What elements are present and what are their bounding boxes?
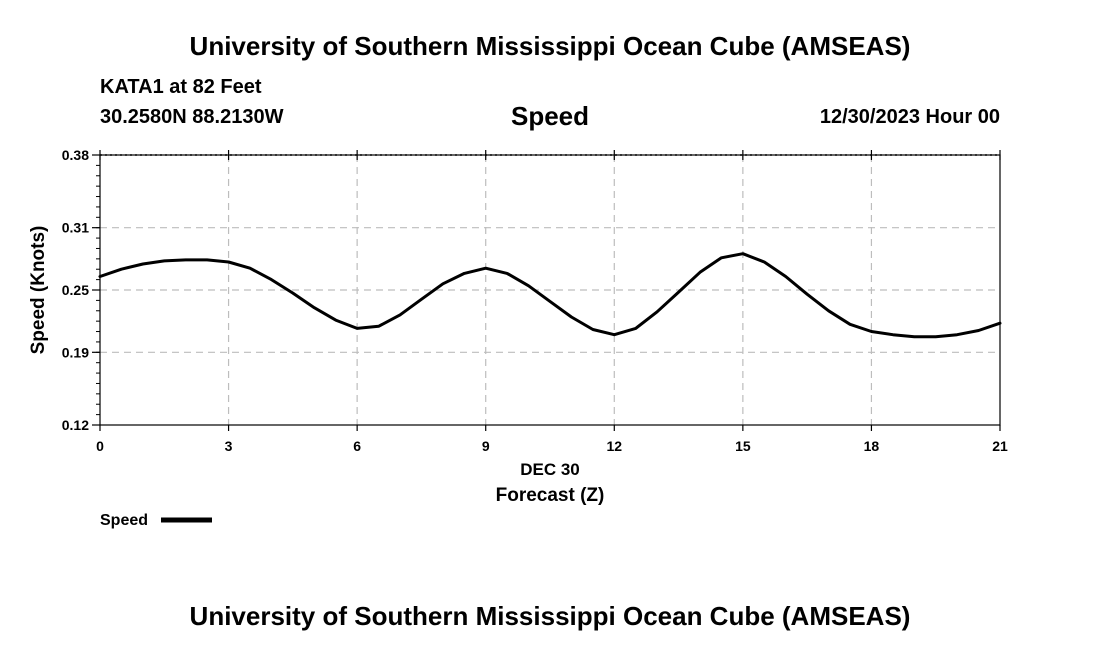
speed-data-point xyxy=(399,314,401,316)
speed-data-point xyxy=(549,300,551,303)
speed-data-point xyxy=(827,310,830,312)
speed-data-point xyxy=(206,259,208,261)
station-name: KATA1 at 82 Feet xyxy=(100,76,262,98)
x-tick-label: 21 xyxy=(992,438,1008,454)
x-tick-label: 15 xyxy=(735,438,751,454)
chart-title: University of Southern Mississippi Ocean… xyxy=(189,31,911,61)
speed-data-point xyxy=(592,328,594,331)
footer-title: University of Southern Mississippi Ocean… xyxy=(189,601,911,631)
station-location: 30.2580N 88.2130W xyxy=(100,106,284,128)
x-tick-label: 3 xyxy=(225,438,233,454)
x-axis-label: Forecast (Z) xyxy=(496,485,605,506)
speed-data-point xyxy=(334,319,337,321)
speed-data-point xyxy=(442,283,444,285)
speed-data-point xyxy=(506,272,508,275)
speed-data-point xyxy=(163,260,166,262)
speed-data-point xyxy=(784,275,787,278)
x-axis-tick-labels: 0 3 6 9 12 15 18 21 xyxy=(96,438,1008,454)
y-tick-label: 0.25 xyxy=(62,282,89,298)
speed-data-point xyxy=(742,252,744,255)
speed-data-point xyxy=(484,267,487,270)
y-tick-label: 0.19 xyxy=(62,344,89,360)
speed-series-line xyxy=(98,252,1002,339)
speed-data-point xyxy=(720,257,723,259)
series-layer xyxy=(98,252,1002,339)
x-tick-label: 18 xyxy=(864,438,880,454)
variable-title: Speed xyxy=(510,101,590,131)
speed-data-point xyxy=(227,261,230,263)
speed-data-point xyxy=(463,272,466,275)
speed-data-point xyxy=(763,261,766,263)
speed-data-point xyxy=(913,335,916,338)
x-tick-label: 6 xyxy=(353,438,361,454)
y-axis-label: Speed (Knots) xyxy=(28,226,49,355)
speed-data-point xyxy=(377,325,380,328)
x-tick-label: 12 xyxy=(606,438,622,454)
speed-data-point xyxy=(613,333,616,336)
speed-data-point xyxy=(999,322,1001,325)
y-tick-label: 0.12 xyxy=(62,417,89,433)
axis-major-ticks xyxy=(92,150,1001,431)
legend-label: Speed xyxy=(100,512,148,529)
speed-data-point xyxy=(870,330,873,333)
speed-data-point xyxy=(956,333,958,336)
grid-lines xyxy=(100,155,1000,425)
speed-data-point xyxy=(656,311,658,313)
speed-data-point xyxy=(420,298,423,301)
y-axis-tick-labels: 0.12 0.19 0.25 0.31 0.38 xyxy=(62,147,89,433)
speed-data-point xyxy=(527,285,530,287)
forecast-datetime: 12/30/2023 Hour 00 xyxy=(819,106,1000,128)
y-tick-label: 0.31 xyxy=(62,220,89,236)
speed-data-point xyxy=(849,323,851,326)
speed-data-point xyxy=(249,267,251,270)
speed-data-point xyxy=(99,275,101,278)
speed-data-point xyxy=(570,316,573,318)
speed-data-point xyxy=(977,329,980,332)
speed-data-point xyxy=(184,259,187,261)
speed-data-point xyxy=(270,278,273,281)
speed-data-point xyxy=(120,268,123,271)
x-tick-label: 9 xyxy=(482,438,490,454)
speed-data-point xyxy=(806,293,808,296)
speed-data-point xyxy=(699,271,701,274)
speed-data-point xyxy=(634,327,637,330)
speed-data-point xyxy=(677,291,680,293)
speed-data-point xyxy=(892,333,894,336)
speed-data-point xyxy=(934,335,937,338)
x-axis-date-label: DEC 30 xyxy=(520,460,580,479)
x-tick-label: 0 xyxy=(96,438,104,454)
speed-data-point xyxy=(356,327,358,330)
y-tick-label: 0.38 xyxy=(62,147,89,163)
speed-data-point xyxy=(292,292,294,294)
speed-data-point xyxy=(313,306,316,309)
speed-data-point xyxy=(142,263,144,265)
